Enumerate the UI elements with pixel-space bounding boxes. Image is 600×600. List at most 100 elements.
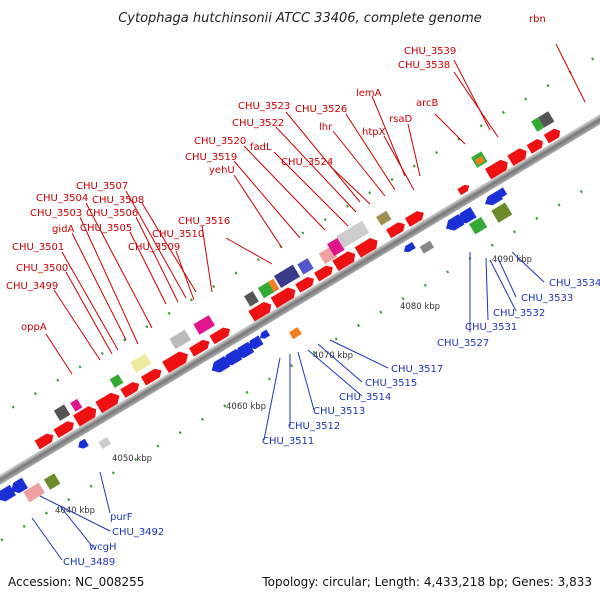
gene-arrow[interactable] bbox=[354, 235, 381, 258]
gene-label[interactable]: CHU_3508 bbox=[92, 195, 144, 206]
gene-label[interactable]: CHU_3505 bbox=[80, 223, 132, 234]
gene-label[interactable]: CHU_3510 bbox=[152, 229, 204, 240]
gene-block[interactable] bbox=[336, 220, 370, 249]
gene-arrow[interactable] bbox=[34, 431, 56, 450]
gene-block[interactable] bbox=[297, 258, 314, 275]
gene-arrow[interactable] bbox=[386, 220, 407, 239]
gene-block[interactable] bbox=[273, 264, 300, 289]
gene-arrow[interactable] bbox=[140, 366, 164, 386]
gene-label[interactable]: CHU_3539 bbox=[404, 46, 456, 57]
gene-label[interactable]: CHU_3531 bbox=[465, 322, 517, 333]
gene-label[interactable]: lhr bbox=[319, 122, 333, 133]
gene-arrow[interactable] bbox=[0, 484, 16, 505]
gene-arrow[interactable] bbox=[457, 183, 471, 196]
gene-label[interactable]: oppA bbox=[21, 322, 47, 333]
gene-block[interactable] bbox=[129, 353, 152, 373]
gene-arrow[interactable] bbox=[8, 477, 28, 497]
gene-block[interactable] bbox=[474, 155, 485, 166]
gene-label[interactable]: arcB bbox=[416, 98, 439, 109]
gene-label[interactable]: yehU bbox=[209, 165, 235, 176]
gene-label[interactable]: CHU_3519 bbox=[185, 152, 237, 163]
gene-label[interactable]: CHU_3523 bbox=[238, 101, 290, 112]
gene-arrow[interactable] bbox=[270, 285, 299, 309]
gene-label[interactable]: CHU_3520 bbox=[194, 136, 246, 147]
gene-label[interactable]: CHU_3492 bbox=[112, 527, 164, 538]
gene-label[interactable]: CHU_3512 bbox=[288, 421, 340, 432]
gene-label[interactable]: CHU_3527 bbox=[437, 338, 489, 349]
gene-block[interactable] bbox=[376, 210, 392, 226]
gene-arrow[interactable] bbox=[484, 157, 511, 180]
gene-block[interactable] bbox=[491, 202, 513, 223]
gene-label[interactable]: rsaD bbox=[389, 114, 412, 125]
gene-block[interactable] bbox=[23, 482, 45, 503]
gene-block[interactable] bbox=[244, 291, 259, 307]
gene-label[interactable]: purF bbox=[110, 512, 133, 523]
gene-label[interactable]: CHU_3514 bbox=[339, 392, 391, 403]
gene-arrow[interactable] bbox=[246, 335, 264, 352]
gene-label[interactable]: CHU_3516 bbox=[178, 216, 230, 227]
gene-block[interactable] bbox=[43, 473, 61, 490]
gene-label[interactable]: wcgH bbox=[89, 542, 117, 553]
gene-label[interactable]: CHU_3500 bbox=[16, 263, 68, 274]
gene-label[interactable]: CHU_3513 bbox=[313, 406, 365, 417]
gene-arrow[interactable] bbox=[120, 380, 141, 398]
gene-arrow[interactable] bbox=[314, 263, 335, 282]
gene-label[interactable]: rbn bbox=[529, 14, 546, 25]
gene-label[interactable]: CHU_3517 bbox=[391, 364, 443, 375]
gene-label[interactable]: htpX bbox=[362, 127, 386, 138]
gene-arrow[interactable] bbox=[73, 404, 99, 427]
gene-arrow[interactable] bbox=[455, 206, 477, 227]
gene-label[interactable]: gidA bbox=[52, 224, 74, 235]
gene-block[interactable] bbox=[98, 436, 112, 449]
gene-block[interactable] bbox=[109, 374, 124, 388]
gene-label[interactable]: CHU_3538 bbox=[398, 60, 450, 71]
gene-label[interactable]: CHU_3499 bbox=[6, 281, 58, 292]
gene-arrow[interactable] bbox=[53, 419, 76, 439]
gene-label[interactable]: CHU_3532 bbox=[493, 308, 545, 319]
gene-label[interactable]: CHU_3511 bbox=[262, 436, 314, 447]
gene-arrow[interactable] bbox=[95, 390, 122, 414]
gene-label[interactable]: CHU_3534 bbox=[549, 278, 600, 289]
gene-arrow[interactable] bbox=[188, 337, 212, 357]
gene-label[interactable]: CHU_3526 bbox=[295, 104, 347, 115]
gene-arrow[interactable] bbox=[209, 325, 232, 345]
gene-block[interactable] bbox=[53, 404, 71, 421]
gene-block[interactable] bbox=[537, 111, 555, 128]
gene-arrow[interactable] bbox=[402, 241, 416, 254]
gene-label[interactable]: CHU_3501 bbox=[12, 242, 64, 253]
gene-arrow[interactable] bbox=[507, 146, 529, 166]
gene-arrow[interactable] bbox=[76, 438, 89, 451]
gene-block[interactable] bbox=[289, 327, 302, 340]
gene-block[interactable] bbox=[257, 281, 275, 299]
gene-block[interactable] bbox=[327, 237, 345, 257]
gene-label[interactable]: lemA bbox=[356, 88, 382, 99]
gene-block[interactable] bbox=[268, 278, 280, 293]
gene-block[interactable] bbox=[469, 216, 488, 235]
gene-arrow[interactable] bbox=[404, 209, 426, 227]
gene-block[interactable] bbox=[419, 240, 435, 254]
gene-arrow[interactable] bbox=[543, 127, 563, 144]
gene-arrow[interactable] bbox=[526, 137, 546, 154]
gene-label[interactable]: CHU_3509 bbox=[128, 242, 180, 253]
gene-label[interactable]: CHU_3507 bbox=[76, 181, 128, 192]
gene-arrow[interactable] bbox=[332, 249, 358, 271]
gene-label[interactable]: CHU_3489 bbox=[63, 557, 115, 568]
gene-block[interactable] bbox=[531, 117, 545, 132]
gene-label[interactable]: CHU_3533 bbox=[521, 293, 573, 304]
gene-label[interactable]: CHU_3503 bbox=[30, 208, 82, 219]
gene-block[interactable] bbox=[193, 315, 215, 335]
gene-label[interactable]: CHU_3522 bbox=[232, 118, 284, 129]
gene-arrow[interactable] bbox=[162, 348, 191, 373]
gene-arrow[interactable] bbox=[258, 329, 271, 341]
gene-arrow[interactable] bbox=[295, 274, 316, 293]
gene-label[interactable]: CHU_3504 bbox=[36, 193, 88, 204]
gene-label[interactable]: CHU_3524 bbox=[281, 157, 333, 168]
gene-arrow[interactable] bbox=[248, 299, 274, 322]
gene-label[interactable]: CHU_3515 bbox=[365, 378, 417, 389]
accession-text: Accession: NC_008255 bbox=[8, 575, 144, 589]
gene-label[interactable]: fadL bbox=[250, 142, 272, 153]
gene-arrow[interactable] bbox=[494, 187, 508, 199]
gene-label[interactable]: CHU_3506 bbox=[86, 208, 138, 219]
gene-block[interactable] bbox=[70, 398, 83, 412]
gene-block[interactable] bbox=[169, 329, 191, 350]
